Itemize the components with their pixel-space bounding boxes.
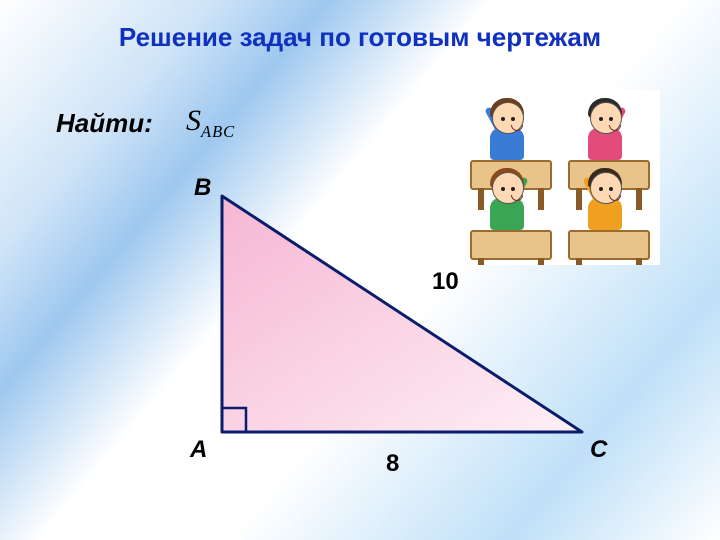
vertex-c-label: С bbox=[590, 436, 607, 464]
slide-stage: Решение задач по готовым чертежам Найти:… bbox=[0, 0, 720, 540]
vertex-b-label: В bbox=[194, 174, 211, 202]
side-ac-label: 8 bbox=[386, 450, 399, 478]
student-icon bbox=[582, 168, 628, 238]
student-icon bbox=[582, 98, 628, 168]
student-icon bbox=[484, 98, 530, 168]
student-icon bbox=[484, 168, 530, 238]
side-bc-label: 10 bbox=[432, 268, 459, 296]
students-illustration bbox=[460, 90, 660, 265]
vertex-a-label: A bbox=[190, 436, 207, 464]
triangle-svg bbox=[0, 0, 720, 540]
